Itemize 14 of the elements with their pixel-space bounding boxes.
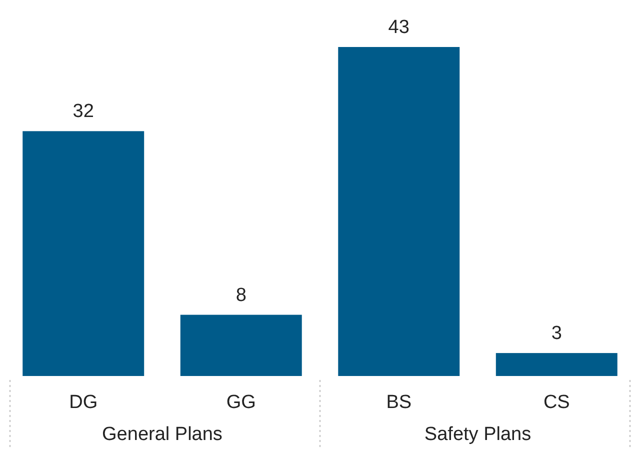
- bar: [338, 47, 460, 376]
- data-label: 8: [236, 284, 246, 306]
- x-tick-label: BS: [386, 392, 412, 413]
- text: General Plans: [102, 424, 222, 445]
- data-label: 43: [388, 17, 410, 38]
- x-tick-label: DG: [69, 392, 98, 413]
- text: Safety Plans: [424, 424, 532, 445]
- bar: [496, 353, 618, 376]
- data-label: 32: [72, 101, 94, 122]
- bar: [22, 131, 144, 376]
- x-tick-label: CS: [543, 392, 570, 413]
- x-tick-label: GG: [226, 392, 256, 413]
- data-label: 3: [551, 323, 562, 344]
- bar: [180, 314, 302, 376]
